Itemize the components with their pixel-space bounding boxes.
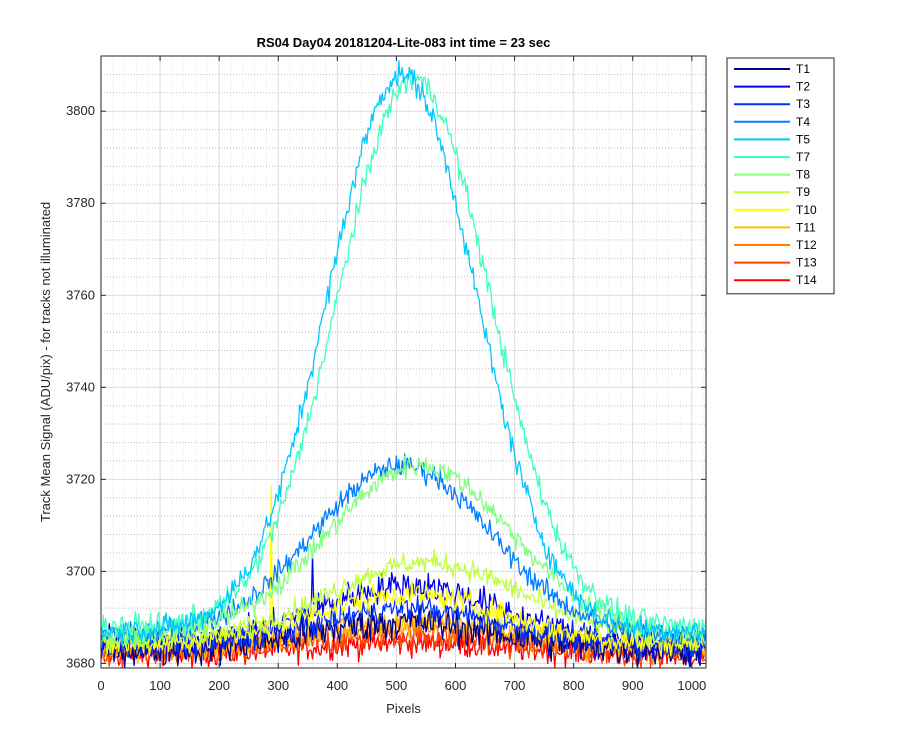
x-tick: 800	[563, 56, 585, 693]
x-tick-label: 700	[504, 678, 526, 693]
x-tick-label: 400	[326, 678, 348, 693]
legend-label: T10	[796, 203, 817, 217]
legend-entry: T7	[734, 150, 810, 164]
legend-entry: T3	[734, 97, 810, 111]
legend-label: T12	[796, 238, 817, 252]
y-tick: 3740	[66, 379, 706, 394]
x-tick-label: 100	[149, 678, 171, 693]
x-axis-ticks: 0 100 200 300 400 500 600 700 800 900 1000	[97, 56, 706, 693]
x-tick: 900	[622, 56, 644, 693]
legend-label: T9	[796, 185, 810, 199]
x-tick: 400	[326, 56, 348, 693]
x-tick: 300	[267, 56, 289, 693]
legend-label: T1	[796, 62, 810, 76]
legend-entry: T5	[734, 132, 810, 146]
y-axis-label: Track Mean Signal (ADU/pix) - for tracks…	[38, 202, 53, 522]
y-tick: 3700	[66, 563, 706, 578]
legend-entry: T4	[734, 115, 810, 129]
legend-label: T8	[796, 168, 810, 182]
y-tick-label: 3740	[66, 379, 95, 394]
x-tick-label: 1000	[677, 678, 706, 693]
x-tick: 500	[386, 56, 408, 693]
legend-label: T5	[796, 132, 810, 146]
y-tick-label: 3780	[66, 195, 95, 210]
y-axis-ticks: 3680 3700 3720 3740 3760 3780 3800	[66, 103, 706, 670]
x-tick-label: 800	[563, 678, 585, 693]
legend-entry: T2	[734, 80, 810, 94]
y-tick: 3780	[66, 195, 706, 210]
legend-box	[726, 57, 835, 295]
legend-entry: T13	[734, 256, 817, 270]
series-line-t3	[100, 595, 707, 662]
y-tick: 3720	[66, 471, 706, 486]
x-tick-label: 200	[208, 678, 230, 693]
x-tick-label: 300	[267, 678, 289, 693]
x-tick: 700	[504, 56, 526, 693]
x-tick-label: 900	[622, 678, 644, 693]
legend: T1 T2 T3 T4 T5 T7 T8 T9 T10 T11 T12 T13 T14	[726, 57, 835, 295]
chart-title: RS04 Day04 20181204-Lite-083 int time = …	[257, 35, 551, 50]
y-tick: 3800	[66, 103, 706, 118]
legend-entry: T8	[734, 168, 810, 182]
legend-entry: T11	[734, 220, 816, 234]
x-tick: 200	[208, 56, 230, 693]
series-line-t1	[100, 604, 707, 669]
legend-label: T11	[796, 220, 816, 234]
legend-label: T13	[796, 256, 817, 270]
plot-frame	[100, 55, 707, 669]
x-tick-label: 500	[386, 678, 408, 693]
x-tick-label: 600	[445, 678, 467, 693]
series-line-t9	[100, 548, 707, 656]
legend-entry: T14	[734, 273, 817, 287]
x-tick: 100	[149, 56, 171, 693]
legend-entry: T12	[734, 238, 817, 252]
x-tick: 1000	[677, 56, 706, 693]
series-layer	[100, 60, 707, 669]
y-tick: 3680	[66, 655, 706, 670]
legend-label: T2	[796, 80, 810, 94]
y-tick-label: 3680	[66, 655, 95, 670]
legend-entry: T10	[734, 203, 817, 217]
x-tick: 600	[445, 56, 467, 693]
legend-label: T3	[796, 97, 810, 111]
legend-label: T4	[796, 115, 810, 129]
legend-label: T7	[796, 150, 810, 164]
y-tick: 3760	[66, 287, 706, 302]
x-tick-label: 0	[97, 678, 104, 693]
y-tick-label: 3700	[66, 563, 95, 578]
x-axis-label: Pixels	[386, 701, 421, 716]
legend-label: T14	[796, 273, 817, 287]
y-tick-label: 3800	[66, 103, 95, 118]
plot-area	[101, 56, 706, 668]
legend-entry: T9	[734, 185, 810, 199]
legend-entry: T1	[734, 62, 810, 76]
y-tick-label: 3720	[66, 471, 95, 486]
series-line-t5	[100, 60, 707, 647]
y-tick-label: 3760	[66, 287, 95, 302]
